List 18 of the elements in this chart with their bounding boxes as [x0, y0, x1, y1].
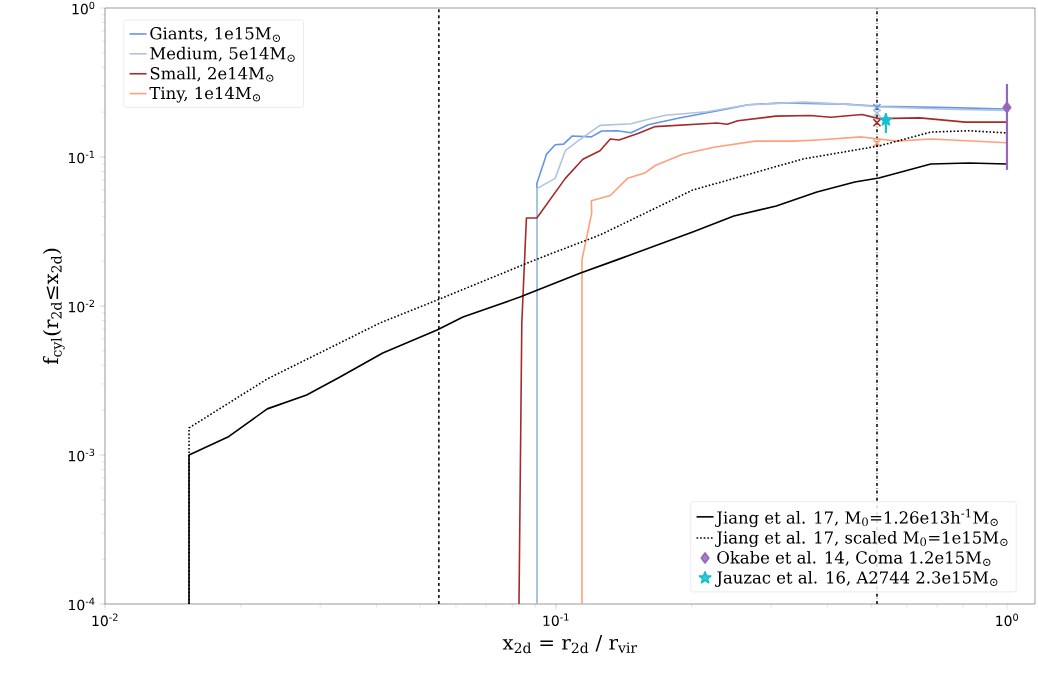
- legend-label: Small, 2e14M$_{⊙}$: [150, 66, 274, 82]
- y-tick-label: 10$^{-2}$: [69, 299, 94, 313]
- x-axis-title: x$_{2d}$ = r$_{2d}$ / r$_{vir}$: [502, 635, 638, 654]
- x-tick-label: 10$^{0}$: [996, 613, 1019, 627]
- legend-label: Jauzac et al. 16, A2744 2.3e15M$_{⊙}$: [714, 570, 998, 587]
- legend-label: Medium, 5e14M$_{⊙}$: [150, 46, 295, 62]
- y-tick-label: 10$^{-4}$: [69, 597, 95, 611]
- legend-label: Tiny, 1e14M$_{⊙}$: [149, 86, 261, 103]
- legend-label: Okabe et al. 14, Coma 1.2e15M$_{⊙}$: [717, 550, 991, 567]
- y-tick-label: 10$^{-3}$: [69, 448, 95, 462]
- legend-label: Giants, 1e15M$_{⊙}$: [150, 27, 281, 42]
- legend-label: Jiang et al. 17, scaled M$_{0}$=1e15M$_{⊙}$: [714, 530, 1008, 548]
- y-tick-label: 10$^{0}$: [72, 1, 95, 15]
- x-tick-label: 10$^{-1}$: [543, 613, 569, 627]
- x-tick-label: 10$^{-2}$: [92, 613, 118, 627]
- legend-label: Jiang et al. 17, M$_{0}$=1.26e13h$^{-1}$M$_{⊙}$: [714, 508, 998, 528]
- y-axis-title: f$_{cyl}$(r$_{2d}$≤x$_{2d}$): [42, 248, 65, 365]
- y-tick-label: 10$^{-1}$: [69, 150, 95, 164]
